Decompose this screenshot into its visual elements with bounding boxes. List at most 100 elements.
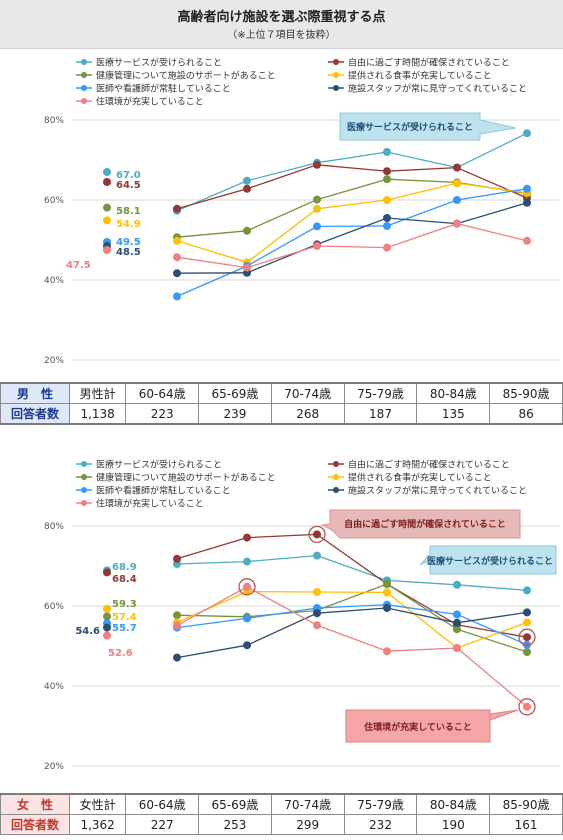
data-point	[383, 647, 391, 656]
female-count-cell: 161	[489, 814, 563, 835]
data-point	[523, 236, 531, 245]
data-point	[523, 648, 531, 656]
legend-marker	[81, 500, 87, 506]
legend-label: 医療サービスが受けられること	[96, 57, 222, 69]
data-point	[453, 163, 461, 172]
data-point	[173, 269, 181, 278]
data-point	[383, 588, 391, 597]
male-respondents-table: 男 性 男性計 60-64歳 65-69歳 70-74歳 75-79歳 80-8…	[0, 382, 563, 425]
data-point	[453, 644, 461, 652]
data-point	[103, 631, 111, 640]
data-point	[313, 588, 321, 596]
total-value-label: 47.5	[66, 260, 91, 271]
male-count-cell: 86	[489, 403, 563, 425]
female-header-age: 70-74歳	[270, 793, 345, 815]
data-point	[173, 653, 181, 662]
female-header-age: 65-69歳	[198, 793, 272, 815]
male-chart: 医療サービスが受けられること 自由に過ごす時間が確保されていること健康管理について…	[44, 57, 560, 366]
total-value-label: 49.5	[116, 237, 141, 248]
y-tick-label: 80%	[44, 116, 64, 126]
legend-item: 提供される食事が充実していること	[328, 472, 492, 484]
data-point	[523, 184, 531, 193]
total-value-label: 55.7	[112, 623, 137, 634]
data-point	[383, 148, 391, 156]
highlight-ring	[518, 698, 536, 716]
series-line	[176, 554, 528, 592]
male-count-cell: 223	[125, 403, 200, 425]
legend-item: 医師や看護師が常駐していること	[76, 83, 231, 95]
male-count-cell: 1,138	[68, 403, 127, 425]
total-value-label: 57.4	[112, 612, 137, 623]
legend-label: 自由に過ごす時間が確保されていること	[348, 459, 510, 471]
data-point	[173, 611, 181, 620]
total-value-label: 54.9	[116, 219, 141, 230]
data-point	[523, 198, 531, 207]
series-line	[176, 583, 528, 653]
legend-marker	[333, 487, 339, 493]
data-point	[173, 204, 181, 213]
legend-label: 医師や看護師が常駐していること	[96, 83, 231, 95]
legend-item: 住環境が充実していること	[76, 96, 204, 108]
callout-text: 自由に過ごす時間が確保されていること	[344, 518, 506, 530]
total-value-label: 59.3	[112, 599, 137, 610]
callout-box	[345, 709, 519, 743]
callout-text: 医療サービスが受けられること	[427, 555, 553, 567]
data-point	[103, 168, 111, 176]
legend-label: 自由に過ごす時間が確保されていること	[348, 57, 510, 69]
male-count-cell: 187	[343, 403, 418, 425]
data-point	[103, 178, 111, 186]
data-point	[243, 533, 251, 542]
legend-marker	[81, 59, 87, 65]
data-point	[173, 292, 181, 301]
data-point	[173, 253, 181, 262]
legend-item: 自由に過ごす時間が確保されていること	[328, 459, 510, 471]
total-value-label: 54.6	[75, 626, 100, 637]
male-header-row: 男 性 男性計 60-64歳 65-69歳 70-74歳 75-79歳 80-8…	[0, 382, 563, 404]
data-point	[313, 222, 321, 231]
legend-marker	[81, 474, 87, 480]
legend: 医療サービスが受けられること 自由に過ごす時間が確保されていること健康管理について…	[76, 459, 527, 510]
female-header-total: 女性計	[68, 793, 127, 815]
legend: 医療サービスが受けられること 自由に過ごす時間が確保されていること健康管理について…	[76, 57, 527, 108]
page-subtitle: （※上位７項目を抜粋）	[227, 30, 336, 41]
legend-marker	[81, 85, 87, 91]
data-point	[103, 246, 111, 254]
legend-item: 施設スタッフが常に見守ってくれていること	[328, 485, 527, 497]
total-labels: 68.968.4 59.3 57.455.7 54.6 52.6	[75, 562, 136, 659]
callout: 自由に過ごす時間が確保されていること	[320, 509, 521, 539]
data-point	[103, 604, 111, 613]
total-value-label: 48.5	[116, 247, 141, 258]
female-count-cell: 227	[125, 814, 200, 835]
data-point	[523, 608, 531, 617]
callout: 医療サービスが受けられること	[339, 112, 517, 141]
data-point	[383, 167, 391, 176]
page-title: 高齢者向け施設を選ぶ際重視する点	[177, 10, 386, 25]
male-count-cell: 135	[416, 403, 491, 425]
data-point	[453, 219, 461, 228]
y-tick-label: 40%	[44, 682, 64, 692]
total-labels: 67.064.5 58.1 54.9 49.548.5 47.5	[66, 170, 141, 271]
data-point	[243, 641, 251, 650]
legend-label: 健康管理について施設のサポートがあること	[96, 70, 276, 82]
female-count-label: 回答者数	[0, 814, 70, 835]
legend-item: 住環境が充実していること	[76, 498, 204, 510]
legend-marker	[333, 72, 339, 78]
legend-label: 医師や看護師が常駐していること	[96, 485, 231, 497]
female-count-cell: 299	[270, 814, 345, 835]
data-point	[103, 612, 111, 621]
series-line	[176, 222, 528, 269]
total-value-label: 67.0	[116, 170, 141, 181]
data-point	[383, 175, 391, 184]
data-point	[523, 586, 531, 595]
male-header-total: 男性計	[68, 382, 127, 404]
data-point	[243, 263, 251, 272]
callout: 医療サービスが受けられること	[419, 545, 557, 575]
series-line	[176, 182, 528, 264]
callout-text: 住環境が充実していること	[364, 721, 472, 733]
legend-item: 健康管理について施設のサポートがあること	[76, 70, 276, 82]
female-respondents-table: 女 性 女性計 60-64歳 65-69歳 70-74歳 75-79歳 80-8…	[0, 793, 563, 835]
male-count-cell: 239	[198, 403, 272, 425]
series-line	[176, 533, 528, 638]
female-chart: 医療サービスが受けられること 自由に過ごす時間が確保されていること健康管理について…	[44, 459, 560, 772]
y-tick-label: 20%	[44, 762, 64, 772]
